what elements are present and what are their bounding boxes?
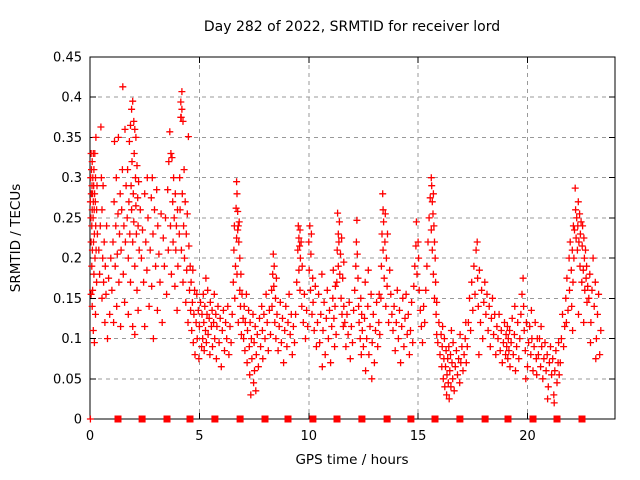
y-tick-label: 0.35 (53, 131, 82, 146)
y-tick-label: 0.15 (53, 292, 82, 307)
x-tick-label: 15 (410, 429, 427, 444)
zero-marker (553, 415, 561, 423)
zero-marker (186, 415, 194, 423)
y-tick-label: 0 (74, 413, 82, 428)
zero-marker (431, 415, 439, 423)
y-tick-label: 0.05 (53, 372, 82, 387)
y-tick-label: 0.1 (61, 332, 82, 347)
zero-marker (114, 415, 122, 423)
data-points (86, 83, 605, 423)
zero-marker (407, 415, 415, 423)
zero-marker (358, 415, 366, 423)
x-tick-label: 10 (301, 429, 318, 444)
tick-labels: 0 0.05 0.1 0.15 0.2 0.25 0.3 0.35 0.4 0.45 0 5 10 15 2… (53, 51, 536, 445)
zero-marker (504, 415, 512, 423)
zero-marker (236, 415, 244, 423)
chart-title: Day 282 of 2022, SRMTID for receiver lor… (204, 19, 500, 35)
zero-marker (333, 415, 341, 423)
x-tick-label: 0 (86, 429, 94, 444)
x-tick-label: 20 (519, 429, 536, 444)
zero-marker (456, 415, 464, 423)
zero-marker (529, 415, 537, 423)
zero-marker (309, 415, 317, 423)
zero-marker (383, 415, 391, 423)
y-tick-label: 0.25 (53, 211, 82, 226)
y-tick-label: 0.45 (53, 51, 82, 66)
y-tick-label: 0.2 (61, 252, 82, 267)
zero-marker (138, 415, 146, 423)
zero-marker (211, 415, 219, 423)
zero-marker (163, 415, 171, 423)
y-axis-label: SRMTID / TECUs (8, 184, 24, 292)
x-axis-label: GPS time / hours (295, 452, 408, 468)
plot-border (89, 56, 616, 420)
zero-marker (284, 415, 292, 423)
zero-marker (578, 415, 586, 423)
y-tick-label: 0.3 (61, 171, 82, 186)
zero-marker (261, 415, 269, 423)
y-tick-label: 0.4 (61, 91, 82, 106)
scatter-points-path (86, 83, 605, 423)
x-tick-label: 5 (195, 429, 203, 444)
zero-marker (481, 415, 489, 423)
